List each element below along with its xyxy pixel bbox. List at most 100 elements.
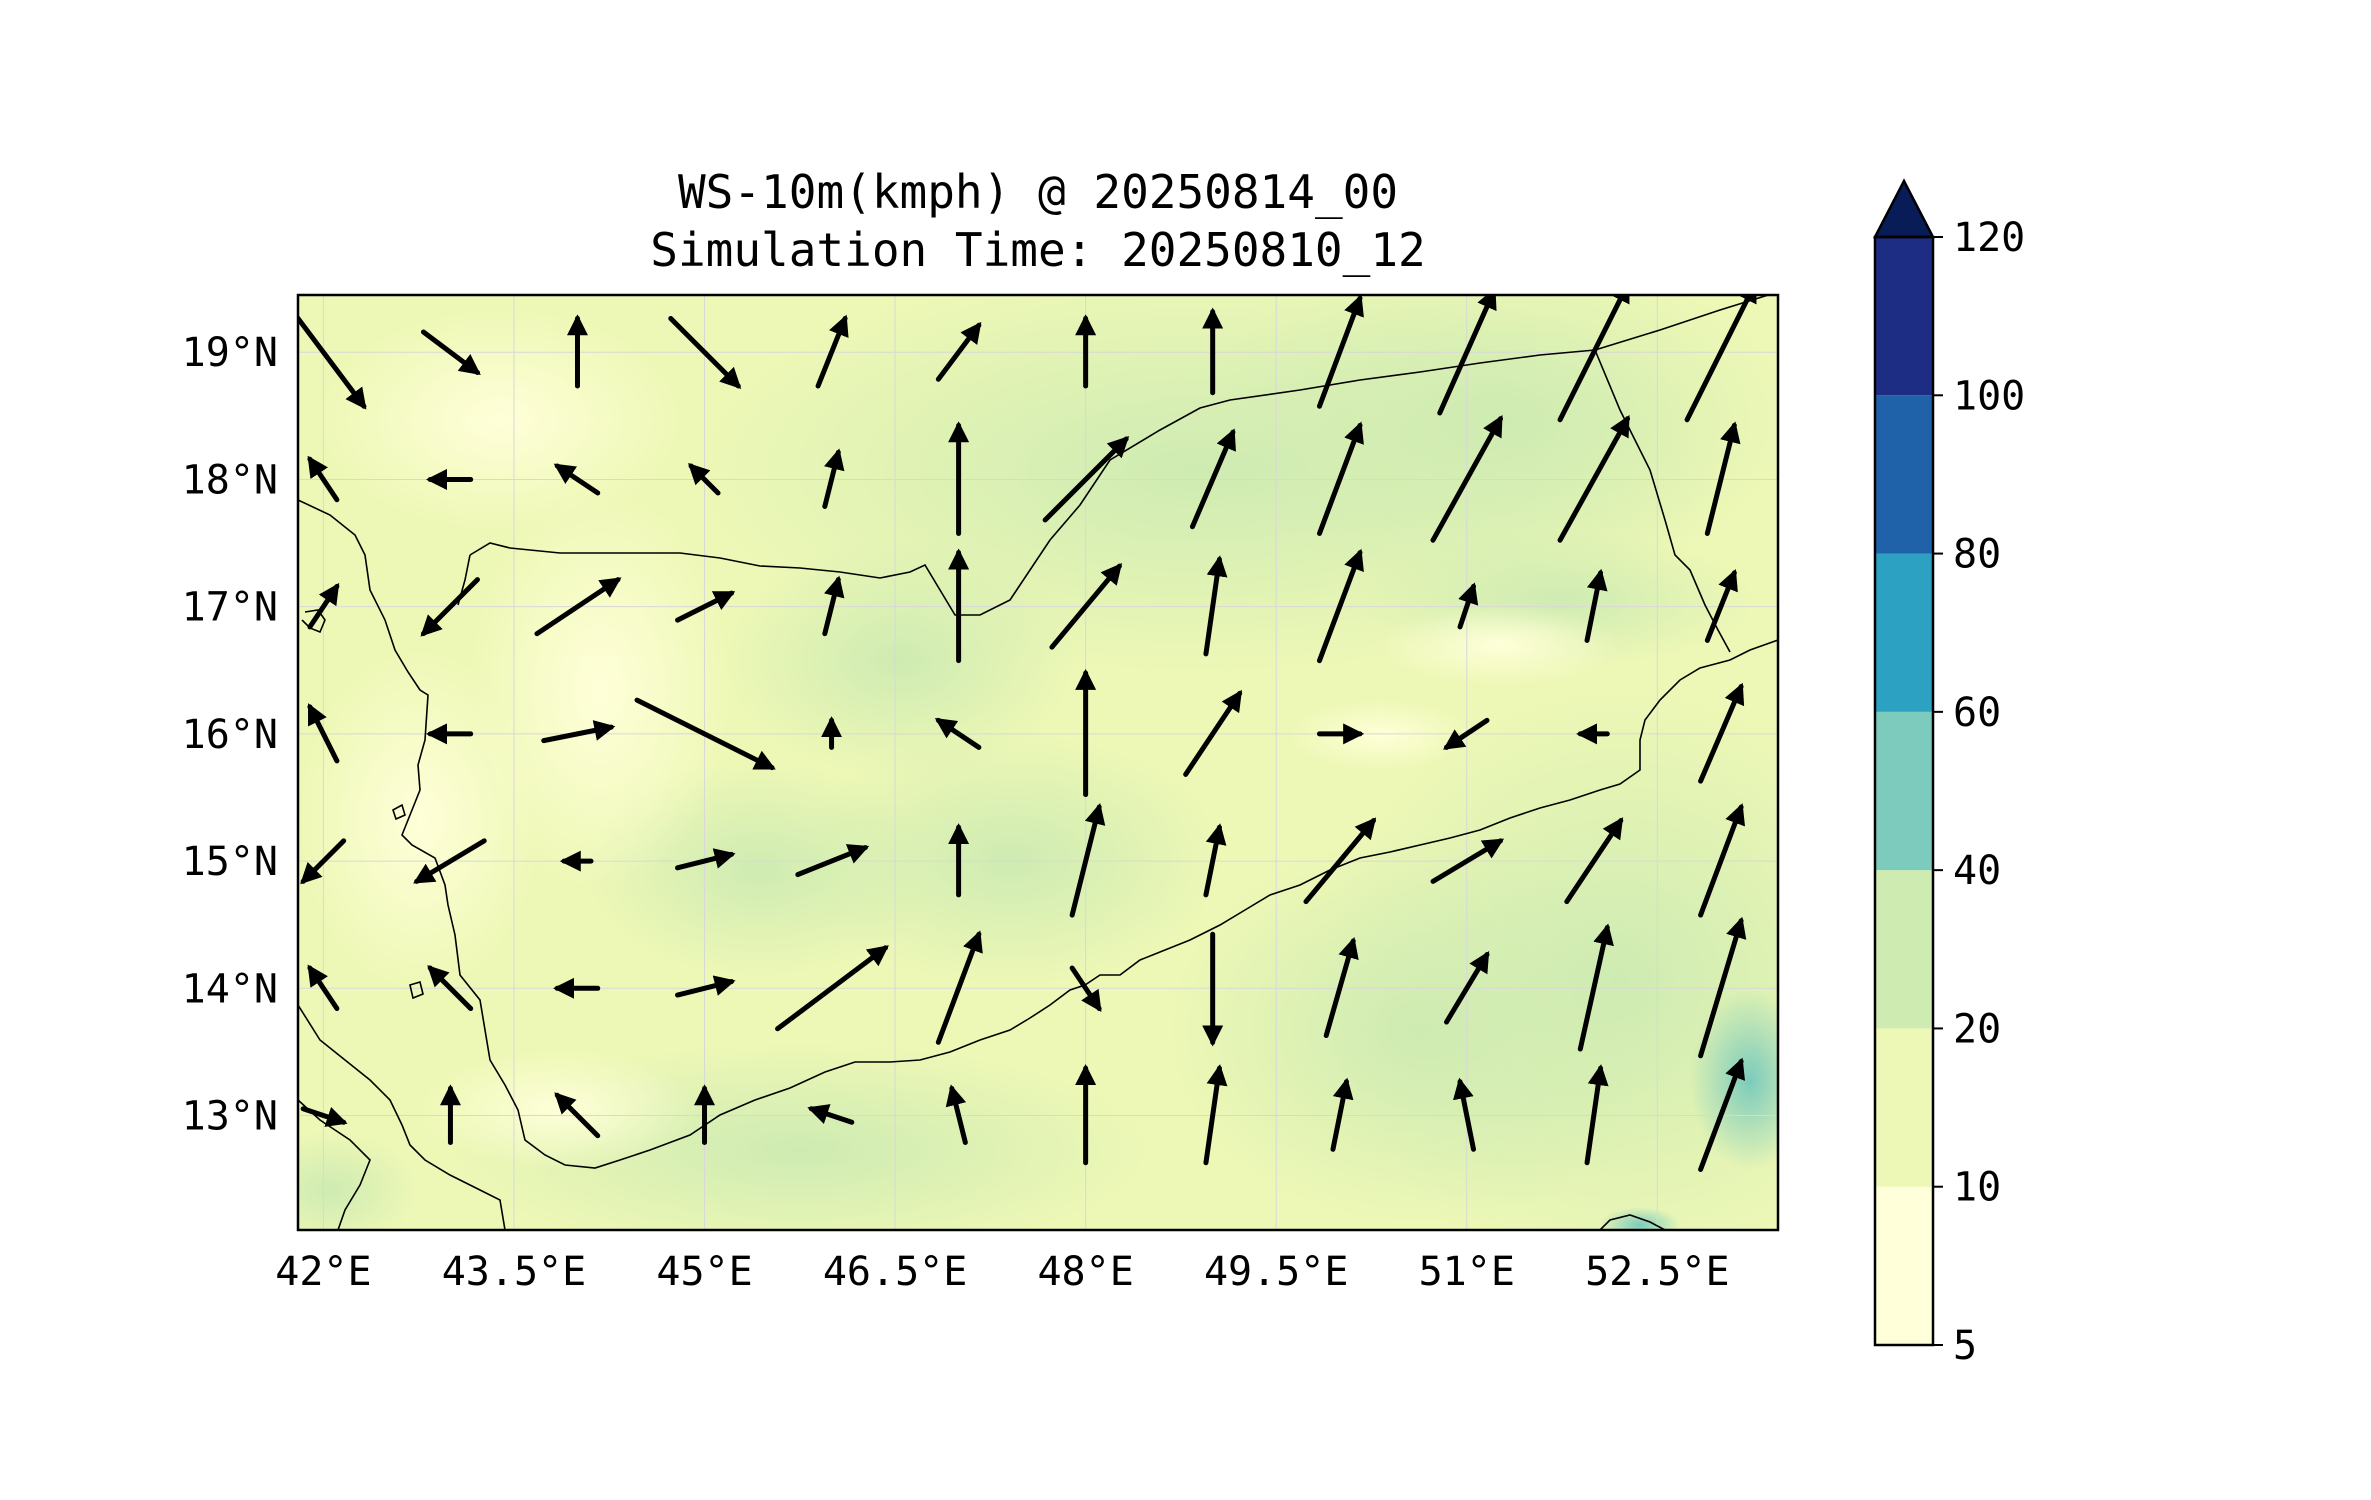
x-tick-label: 42°E: [275, 1249, 371, 1295]
colorbar-segment: [1875, 553, 1933, 712]
wind-arrow: [1444, 950, 1490, 1025]
map-title-line2: Simulation Time: 20250810_12: [650, 223, 1425, 277]
wind-arrow: [822, 448, 845, 509]
wind-arrow: [688, 462, 721, 496]
colorbar-label: 60: [1953, 690, 2001, 736]
y-axis-labels: 19°N 18°N 17°N 16°N 15°N 14°N 13°N: [182, 330, 278, 1139]
coastlines-and-borders: [298, 295, 1778, 1230]
wind-arrow: [1330, 1077, 1354, 1152]
wind-arrow: [1303, 817, 1377, 905]
colorbar-segment: [1875, 1028, 1933, 1187]
wind-arrow: [822, 575, 845, 637]
x-axis-labels: 42°E 43.5°E 45°E 46.5°E 48°E 49.5°E 51°E 52.5°E: [275, 1249, 1729, 1295]
colorbar-label: 5: [1953, 1323, 1977, 1369]
wind-arrow: [420, 577, 480, 637]
wind-arrow: [534, 577, 622, 637]
wind-arrow: [1069, 803, 1106, 918]
wind-arrow: [1183, 689, 1243, 777]
x-tick-label: 51°E: [1419, 1249, 1515, 1295]
border-saudi-yemen: [469, 349, 1596, 616]
coastline: [298, 499, 1778, 1169]
y-tick-label: 13°N: [182, 1094, 278, 1140]
colorbar-frame: [1873, 235, 1935, 1347]
wind-arrow: [1323, 937, 1359, 1039]
wind-arrow: [1316, 548, 1364, 664]
wind-arrow: [795, 844, 870, 878]
colorbar-segment: [1875, 1186, 1933, 1345]
island-small-2: [392, 803, 406, 821]
wind-arrow: [1557, 415, 1631, 543]
map-frame: [296, 293, 1780, 1232]
wind-arrow: [807, 1104, 855, 1125]
colorbar-segment: [1875, 395, 1933, 554]
wind-arrow: [413, 838, 487, 884]
x-tick-label: 43.5°E: [442, 1249, 587, 1295]
wind-arrow: [634, 697, 776, 771]
wind-arrow: [815, 314, 849, 389]
socotra-coast: [1599, 1214, 1666, 1230]
wind-arrow: [1316, 421, 1364, 536]
wind-arrow: [1698, 1057, 1746, 1173]
wind-arrow: [300, 838, 347, 885]
wind-arrow: [420, 329, 481, 376]
wind-arrow: [1203, 555, 1228, 657]
colorbar-label: 40: [1953, 848, 2001, 894]
wind-arrow: [1042, 435, 1130, 523]
wind-arrow: [427, 965, 474, 1012]
wind-speed-contours: [298, 295, 1778, 1230]
colorbar-label: 20: [1953, 1006, 2001, 1052]
y-tick-label: 15°N: [182, 839, 278, 885]
colorbar-label: 120: [1953, 215, 2025, 261]
wind-arrow: [675, 848, 736, 871]
wind-arrow: [1564, 817, 1624, 905]
wind-arrow: [1684, 295, 1757, 423]
colorbar-segment: [1875, 711, 1933, 871]
wind-arrow: [1437, 295, 1497, 416]
wind-arrow: [553, 463, 601, 496]
x-tick-label: 45°E: [656, 1249, 752, 1295]
wind-arrow: [668, 315, 742, 389]
wind-arrow: [775, 945, 889, 1032]
wind-arrow: [945, 1084, 968, 1146]
wind-arrow: [675, 590, 736, 623]
y-tick-label: 17°N: [182, 585, 278, 631]
wind-arrow: [541, 720, 616, 744]
map-title-line1: WS-10m(kmph) @ 20250814_00: [678, 165, 1398, 219]
wind-arrow: [1453, 1077, 1477, 1152]
wind-vectors: [298, 295, 1757, 1173]
wind-arrow: [675, 975, 736, 998]
wind-arrow: [307, 703, 340, 764]
y-tick-label: 16°N: [182, 712, 278, 758]
wind-arrow: [1430, 838, 1505, 884]
colorbar-label: 10: [1953, 1165, 2001, 1211]
x-tick-label: 52.5°E: [1585, 1249, 1730, 1295]
wind-arrow: [307, 964, 340, 1012]
colorbar: 5 10 20 40 60 80 100 120: [1872, 178, 2025, 1369]
wind-arrow: [1704, 421, 1741, 536]
wind-arrow: [1584, 568, 1608, 643]
wind-arrow: [1430, 415, 1504, 543]
wind-arrow: [1557, 295, 1630, 423]
wind-arrow: [1203, 1064, 1228, 1166]
x-tick-label: 49.5°E: [1204, 1249, 1349, 1295]
horn-of-africa-coast: [298, 1004, 506, 1230]
wind-arrow: [935, 930, 983, 1045]
wind-arrow: [934, 717, 982, 750]
wind-arrow: [298, 314, 367, 410]
wind-arrow: [1698, 803, 1746, 918]
wind-arrow: [1049, 562, 1123, 650]
wind-arrow: [1704, 569, 1738, 643]
wind-arrow: [300, 1106, 348, 1127]
colorbar-extend-max: [1872, 178, 1936, 239]
y-tick-label: 14°N: [182, 966, 278, 1012]
horn-of-africa-interior: [298, 1099, 371, 1230]
island-small: [409, 980, 424, 1000]
colorbar-segment: [1875, 237, 1933, 396]
x-tick-label: 46.5°E: [823, 1249, 968, 1295]
wind-arrow: [1189, 428, 1236, 530]
colorbar-label: 100: [1953, 373, 2025, 419]
wind-arrow: [307, 582, 340, 630]
colorbar-segment: [1875, 870, 1933, 1029]
wind-arrow: [1457, 582, 1479, 630]
